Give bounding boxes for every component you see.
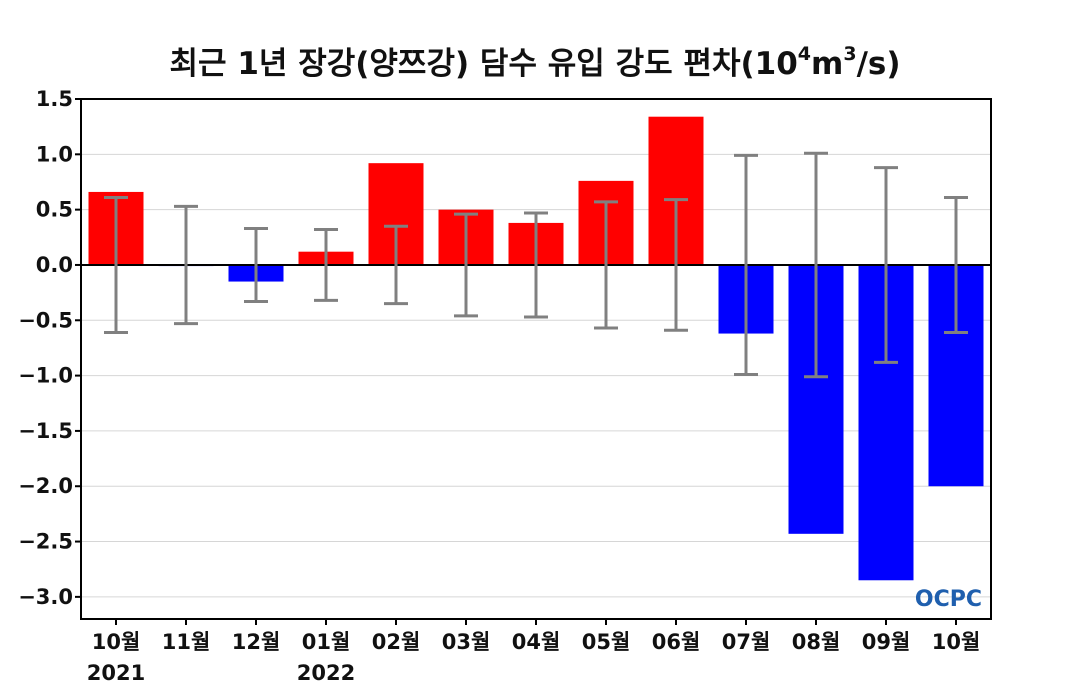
x-tick-label: 11월: [162, 630, 211, 654]
x-tick-label: 03월: [442, 630, 491, 654]
x-tick-label: 04월: [512, 630, 561, 654]
x-tick-label: 02월: [372, 630, 421, 654]
y-tick-label: −2.0: [18, 474, 73, 498]
y-tick-label: 1.5: [36, 87, 73, 111]
x-tick-label: 07월: [722, 630, 771, 654]
y-tick-label: −3.0: [18, 585, 73, 609]
x-year-label: 2022: [297, 661, 355, 685]
y-tick-label: −2.5: [18, 530, 73, 554]
x-year-label: 2021: [87, 661, 145, 685]
ocpc-logo: OCPC: [915, 587, 982, 612]
x-tick-label: 06월: [652, 630, 701, 654]
y-tick-label: 1.0: [36, 142, 73, 166]
y-tick-label: −1.5: [18, 419, 73, 443]
x-tick-label: 01월: [302, 630, 351, 654]
chart-title: 최근 1년 장강(양쯔강) 담수 유입 강도 편차(104m3/s): [169, 43, 901, 82]
y-tick-label: 0.5: [36, 198, 73, 222]
y-tick-label: −1.0: [18, 364, 73, 388]
x-tick-label: 12월: [232, 630, 281, 654]
x-tick-label: 05월: [582, 630, 631, 654]
y-tick-label: −0.5: [18, 308, 73, 332]
x-tick-label: 08월: [792, 630, 841, 654]
y-tick-label: 0.0: [36, 253, 73, 277]
x-tick-label: 09월: [862, 630, 911, 654]
x-tick-label: 10월: [92, 630, 141, 654]
x-tick-label: 10월: [932, 630, 981, 654]
plot-frame: [80, 98, 992, 620]
